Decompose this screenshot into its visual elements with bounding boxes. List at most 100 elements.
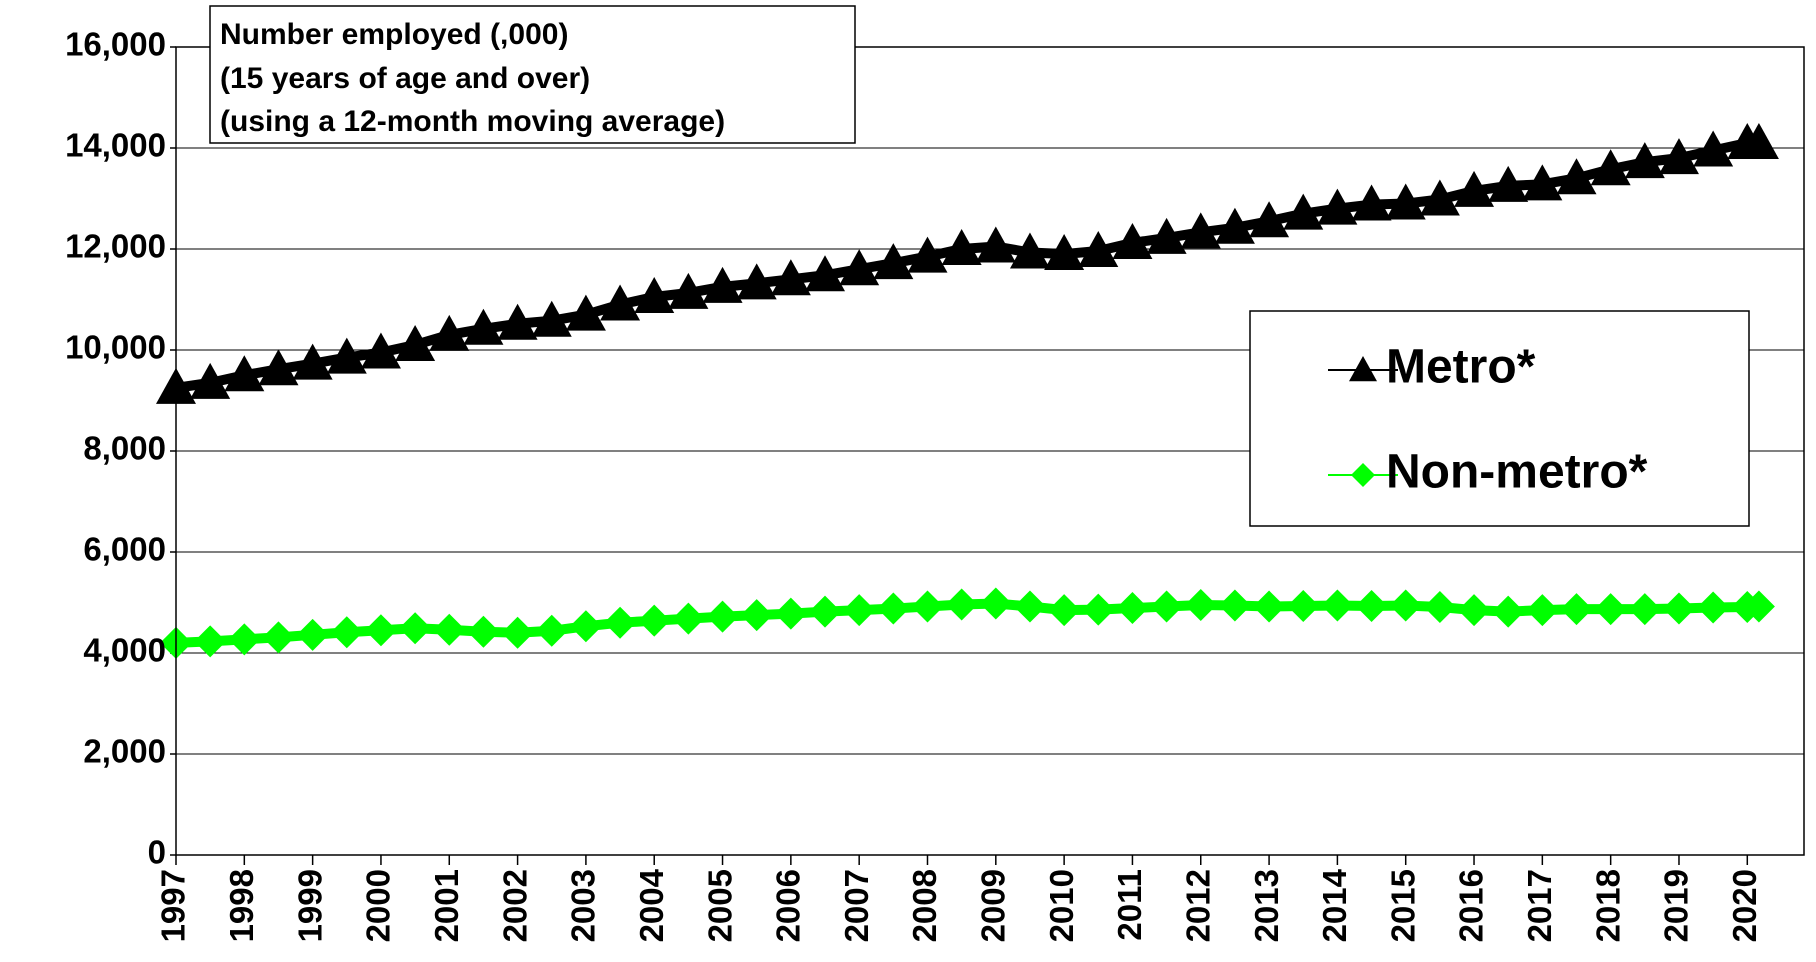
y-tick-label: 0 — [148, 834, 166, 871]
data-point — [360, 332, 401, 369]
data-point — [1560, 593, 1593, 626]
data-point — [497, 303, 538, 340]
x-tick-label: 2002 — [496, 869, 533, 942]
data-point — [702, 266, 743, 303]
data-point — [1082, 593, 1115, 626]
data-point — [1112, 222, 1153, 259]
data-point — [604, 606, 637, 639]
y-tick-label: 8,000 — [83, 430, 166, 467]
data-point — [774, 597, 807, 630]
data-point — [501, 616, 534, 649]
data-point — [839, 249, 880, 286]
legend-marker — [1351, 463, 1375, 487]
x-tick-label: 2015 — [1384, 869, 1421, 942]
data-point — [433, 613, 466, 646]
data-point — [1492, 595, 1525, 628]
x-tick-label: 2009 — [975, 869, 1012, 942]
data-point — [1423, 591, 1456, 624]
data-point — [1628, 593, 1661, 626]
y-tick-label: 14,000 — [65, 127, 166, 164]
data-point — [945, 588, 978, 621]
data-point — [1594, 593, 1627, 626]
data-point — [740, 599, 773, 632]
x-tick-label: 2011 — [1111, 869, 1148, 941]
data-point — [1009, 232, 1050, 269]
data-point — [1283, 193, 1324, 230]
data-point — [1355, 590, 1388, 623]
x-tick-label: 2001 — [428, 869, 465, 942]
legend-label: Metro* — [1386, 341, 1536, 394]
data-point — [805, 255, 846, 292]
data-point — [194, 625, 227, 658]
data-point — [1419, 179, 1460, 216]
y-tick-label: 16,000 — [65, 26, 166, 63]
x-tick-label: 2003 — [565, 869, 602, 942]
title-line: Number employed (,000) — [220, 18, 568, 51]
y-tick-label: 2,000 — [83, 733, 166, 770]
data-point — [429, 314, 470, 351]
data-point — [1078, 231, 1119, 268]
data-point — [1249, 201, 1290, 238]
data-point — [1385, 183, 1426, 220]
data-point — [770, 259, 811, 296]
y-tick-label: 6,000 — [83, 531, 166, 568]
data-point — [258, 349, 299, 386]
x-tick-label: 2006 — [770, 869, 807, 942]
x-tick-label: 1998 — [223, 869, 260, 942]
data-point — [1590, 149, 1631, 186]
x-tick-label: 1999 — [291, 869, 328, 942]
x-tick-label: 2020 — [1726, 869, 1763, 942]
data-point — [1738, 122, 1779, 159]
x-tick-label: 2017 — [1521, 869, 1558, 942]
y-tick-label: 4,000 — [83, 632, 166, 669]
data-point — [979, 587, 1012, 620]
legend — [1249, 310, 1750, 527]
data-point — [634, 276, 675, 313]
data-point — [1146, 217, 1187, 254]
data-point — [330, 616, 363, 649]
x-tick-label: 2005 — [701, 869, 738, 942]
data-point — [1556, 158, 1597, 195]
data-point — [1488, 165, 1529, 202]
data-point — [190, 362, 231, 399]
data-point — [399, 612, 432, 645]
x-tick-label: 2016 — [1453, 869, 1490, 942]
data-point — [706, 600, 739, 633]
data-point — [1458, 594, 1491, 627]
plot-frame — [175, 46, 1805, 856]
data-point — [535, 614, 568, 647]
data-point — [1454, 170, 1495, 207]
legend-marker — [1349, 356, 1377, 382]
x-tick-label: 2000 — [360, 869, 397, 942]
data-point — [262, 621, 295, 654]
data-point — [531, 300, 572, 337]
data-point — [1658, 138, 1699, 175]
data-point — [1116, 592, 1149, 625]
data-point — [224, 355, 265, 392]
data-point — [1522, 164, 1563, 201]
data-point — [1180, 212, 1221, 249]
data-point — [292, 343, 333, 380]
data-point — [1013, 590, 1046, 623]
title-line: (using a 12-month moving average) — [220, 105, 725, 138]
data-point — [907, 236, 948, 273]
data-point — [1662, 592, 1695, 625]
data-point — [1742, 590, 1775, 623]
data-point — [1214, 207, 1255, 244]
x-tick-label: 1997 — [155, 869, 192, 942]
data-point — [911, 590, 944, 623]
plot — [156, 122, 1779, 659]
x-tick-label: 2018 — [1589, 869, 1626, 942]
data-point — [1526, 594, 1559, 627]
data-point — [843, 594, 876, 627]
data-point — [565, 294, 606, 331]
y-tick-label: 12,000 — [65, 228, 166, 265]
data-point — [600, 284, 641, 321]
data-point — [1044, 234, 1085, 271]
x-tick-label: 2013 — [1248, 869, 1285, 942]
data-point — [463, 308, 504, 345]
data-point — [1697, 591, 1730, 624]
data-point — [809, 595, 842, 628]
data-point — [1287, 590, 1320, 623]
